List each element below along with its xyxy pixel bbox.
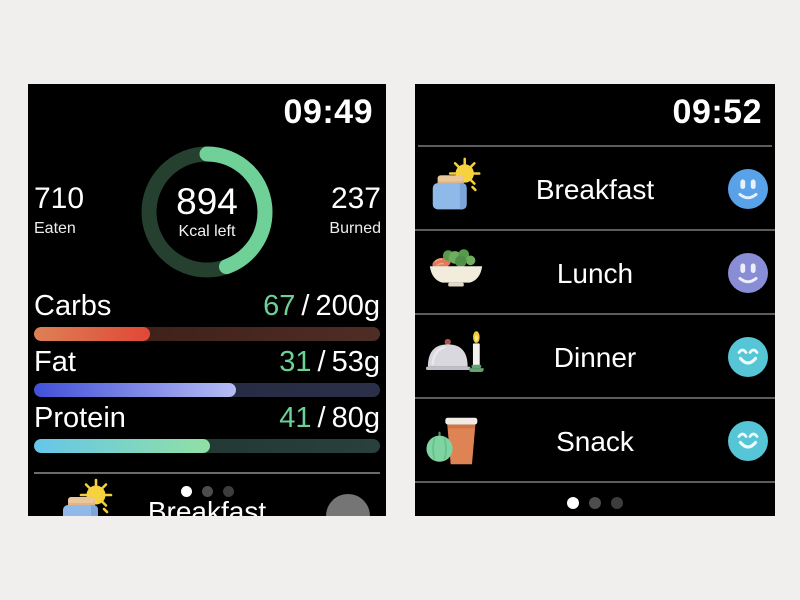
page-dot [180,486,192,497]
macro-progress-fill [34,327,150,341]
kcal-left-label: Kcal left [178,223,236,240]
meal-list: Breakfast [415,147,775,483]
macro-separator: / [317,346,326,378]
mood-button-grin[interactable] [728,337,768,377]
macro-separator: / [317,402,326,434]
divider [418,145,772,147]
macro-total-value: 53g [331,346,380,378]
salad-bowl-icon [425,241,487,303]
meal-row-breakfast[interactable]: Breakfast [415,147,775,231]
burned-label: Burned [329,220,381,237]
meal-list-screen[interactable]: 09:52 [415,84,775,516]
macro-current-value: 41 [279,402,312,434]
meal-row-snack[interactable]: Snack [415,399,775,483]
page-indicator [415,497,775,509]
page-dot [222,486,234,497]
macro-row-carbs: Carbs 67 / 200g [28,288,386,341]
page-dot [589,497,601,509]
macro-name: Carbs [34,290,112,322]
macro-current-value: 67 [263,290,296,322]
macro-progress-track [34,439,380,453]
macro-row-fat: Fat 31 / 53g [28,344,386,397]
mood-button-smile[interactable] [728,253,768,293]
toast-sun-icon [55,478,119,516]
page-dot [567,497,579,509]
macro-progress-track [34,383,380,397]
eaten-stat: 710 Eaten [34,183,84,238]
page-dot [201,486,213,497]
calorie-tracker-screen[interactable]: 09:49 710 Eaten 894 Kcal left 237 Burned… [28,84,386,516]
kcal-progress-ring: 894 Kcal left [141,146,273,278]
macro-name: Fat [34,346,76,378]
macro-current-value: 31 [279,346,312,378]
eaten-label: Eaten [34,220,76,237]
macro-total-value: 80g [331,402,380,434]
clock-time: 09:49 [283,93,373,131]
mood-button-smile[interactable] [728,169,768,209]
meal-row-dinner[interactable]: Dinner [415,315,775,399]
meal-label: Snack [556,426,634,457]
burned-stat: 237 Burned [329,183,381,238]
macro-progress-fill [34,439,211,453]
macro-progress-track [34,327,380,341]
macro-row-protein: Protein 41 / 80g [28,400,386,453]
meal-label: Lunch [556,258,634,289]
macro-separator: / [301,290,310,322]
meal-row-lunch[interactable]: Lunch [415,231,775,315]
macro-progress-fill [34,383,237,397]
meal-label: Dinner [553,342,637,373]
kcal-left-value: 894 [176,181,238,222]
burned-value: 237 [330,182,381,215]
clock-time: 09:52 [672,93,762,131]
eaten-value: 710 [34,182,85,215]
page-indicator [28,486,386,497]
divider [34,472,380,474]
macro-name: Protein [34,402,126,434]
page-dot [611,497,623,509]
mood-button-grin[interactable] [728,421,768,461]
ring-svg [141,146,273,278]
meal-label: Breakfast [535,174,655,205]
snack-coffee-apple-icon [425,409,487,471]
dinner-cloche-icon [425,325,487,387]
meal-label: Breakfast [147,496,267,516]
mood-button[interactable] [326,494,370,516]
macro-total-value: 200g [315,290,380,322]
ring-progress [141,146,273,278]
toast-sun-icon [425,157,487,219]
